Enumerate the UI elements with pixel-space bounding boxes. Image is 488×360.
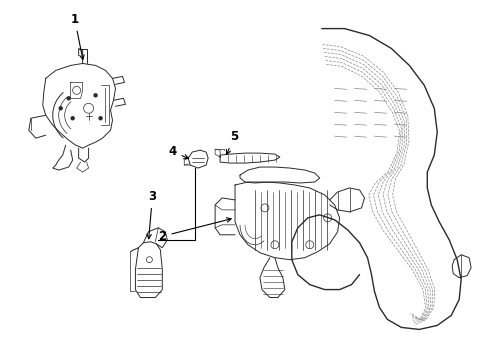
Text: 2: 2: [158, 218, 231, 243]
Text: 3: 3: [146, 190, 156, 239]
Circle shape: [71, 117, 74, 120]
Text: 5: 5: [226, 130, 238, 154]
Circle shape: [59, 107, 62, 110]
Text: 4: 4: [168, 145, 188, 159]
Circle shape: [99, 117, 102, 120]
Circle shape: [67, 97, 70, 100]
Circle shape: [94, 94, 97, 97]
Text: 1: 1: [71, 13, 84, 59]
